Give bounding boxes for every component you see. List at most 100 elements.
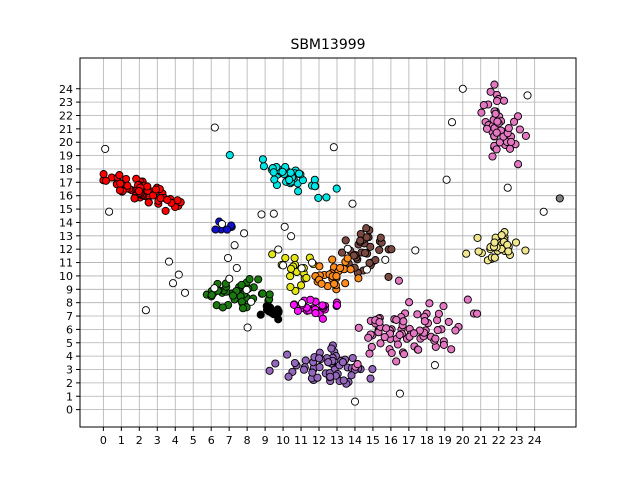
scatter-point (511, 238, 521, 247)
y-tick-label: 7 (66, 310, 73, 323)
scatter-point (243, 323, 252, 332)
scatter-point (447, 118, 457, 127)
scatter-point (433, 326, 442, 335)
scatter-point (247, 297, 256, 306)
x-axis-ticks: 0 1 2 3 4 5 6 7 8 9 10 11 12 13 14 15 16 17 18 19 20 21 22 23 24 (100, 427, 542, 447)
scatter-point (367, 342, 376, 351)
y-tick-label: 11 (59, 257, 73, 270)
scatter-point (414, 345, 423, 354)
scatter-point (180, 288, 190, 297)
scatter-point (324, 358, 333, 367)
scatter-point (376, 233, 385, 242)
scatter-point (279, 261, 288, 270)
scatter-point (225, 274, 234, 283)
scatter-point (514, 160, 523, 169)
scatter-point (317, 279, 326, 288)
scatter-point (329, 143, 338, 152)
scatter-point (297, 281, 306, 290)
scatter-point (380, 332, 389, 342)
y-tick-label: 12 (59, 243, 73, 256)
y-tick-label: 9 (66, 283, 73, 296)
scatter-point (474, 247, 483, 256)
plot-frame (79, 57, 577, 428)
scatter-point (161, 206, 170, 215)
scatter-point (297, 264, 306, 273)
scatter-point (163, 195, 172, 204)
scatter-point (430, 361, 439, 370)
scatter-point (105, 207, 114, 216)
scatter-point (314, 193, 323, 202)
scatter-point (295, 169, 304, 178)
scatter-point (240, 229, 249, 238)
y-tick-label: 10 (59, 270, 73, 283)
y-tick-label: 24 (59, 83, 73, 96)
scatter-point (299, 365, 309, 374)
scatter-point (328, 255, 337, 264)
scatter-point (164, 257, 174, 266)
scatter-point (365, 349, 374, 358)
x-tick-label: 4 (172, 434, 179, 447)
scatter-point (265, 290, 274, 299)
scatter-point (458, 84, 467, 93)
y-tick-label: 14 (59, 216, 73, 229)
scatter-point (257, 210, 266, 219)
scatter-point (223, 253, 233, 263)
scatter-point (326, 372, 335, 381)
scatter-point (479, 101, 488, 110)
y-tick-label: 18 (59, 163, 73, 176)
scatter-point (521, 246, 530, 255)
scatter-point (210, 123, 219, 132)
scatter-point (343, 254, 352, 263)
scatter-point (237, 297, 246, 306)
scatter-point (333, 301, 342, 310)
y-tick-label: 3 (66, 364, 73, 377)
scatter-point (101, 176, 111, 185)
scatter-point (258, 289, 267, 298)
scatter-point (141, 306, 150, 315)
scatter-point (156, 194, 165, 203)
scatter-point (289, 300, 298, 309)
scatter-point (207, 290, 216, 300)
scatter-point (308, 258, 317, 267)
scatter-point (497, 231, 506, 240)
scatter-point (225, 151, 234, 160)
scatter-point (360, 248, 370, 258)
scatter-point (482, 124, 492, 133)
scatter-point (217, 219, 227, 229)
x-tick-label: 21 (474, 434, 488, 447)
scatter-point (477, 108, 486, 117)
scatter-point (503, 183, 512, 192)
scatter-point (504, 247, 513, 256)
scatter-point (336, 263, 345, 273)
scatter-point (405, 298, 414, 307)
scatter-point (354, 323, 363, 332)
scatter-point (332, 184, 341, 193)
scatter-point (294, 187, 303, 196)
scatter-point (318, 301, 327, 310)
scatter-point (364, 333, 373, 342)
scatter-point (315, 363, 324, 372)
x-tick-label: 8 (244, 434, 251, 447)
x-tick-label: 11 (294, 434, 308, 447)
x-tick-label: 12 (312, 434, 326, 447)
scatter-point (274, 315, 283, 324)
x-tick-label: 24 (528, 434, 542, 447)
y-tick-label: 8 (66, 297, 73, 310)
scatter-point (381, 255, 390, 264)
scatter-point (297, 299, 307, 308)
scatter-point (376, 339, 385, 348)
x-tick-label: 22 (492, 434, 506, 447)
x-tick-label: 15 (366, 434, 380, 447)
scatter-point (439, 302, 448, 311)
scatter-point (115, 186, 124, 195)
y-tick-label: 23 (59, 96, 73, 109)
scatter-point (313, 373, 322, 382)
scatter-point (362, 265, 371, 274)
scatter-point (341, 236, 350, 245)
scatter-point (392, 315, 401, 324)
scatter-point (504, 124, 513, 133)
scatter-point (115, 171, 124, 180)
scatter-point (395, 389, 404, 398)
scatter-point (411, 246, 420, 255)
